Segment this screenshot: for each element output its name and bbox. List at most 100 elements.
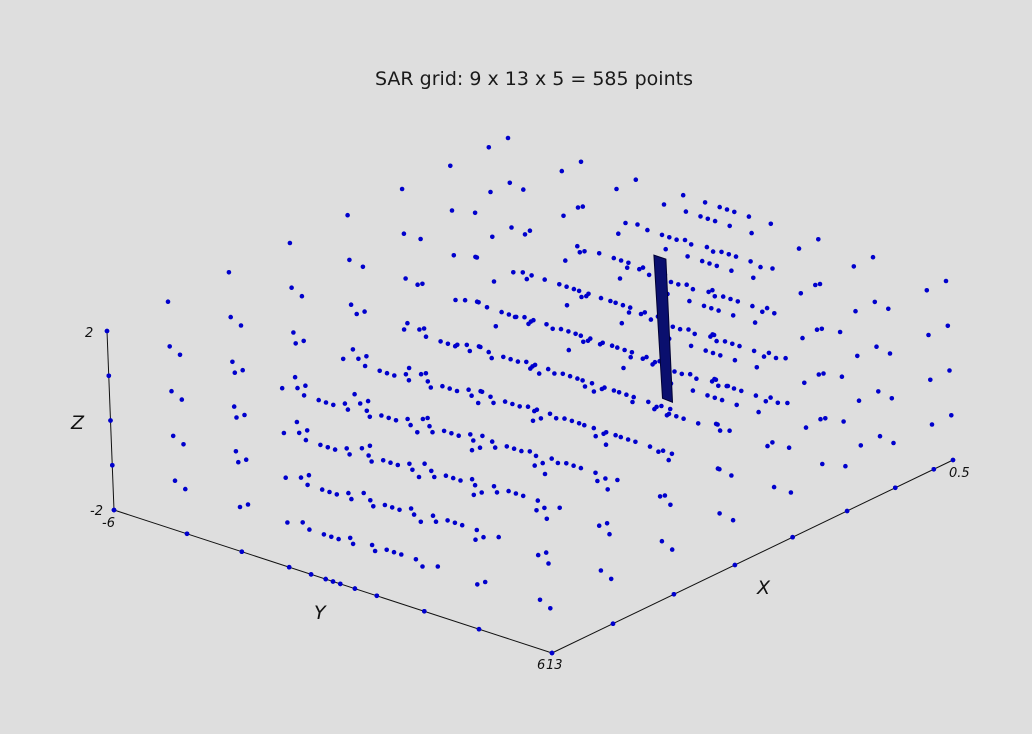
data-point (699, 258, 705, 264)
data-point (710, 350, 716, 356)
data-point (384, 370, 390, 376)
data-point (837, 329, 843, 335)
data-point (820, 461, 825, 467)
data-point (843, 463, 848, 469)
y-axis-marker (338, 581, 343, 587)
data-point (407, 461, 412, 467)
data-point (501, 354, 506, 360)
data-point (459, 522, 465, 528)
data-point (855, 353, 860, 359)
data-point (856, 398, 862, 404)
data-point (717, 428, 723, 433)
data-point (289, 285, 294, 291)
data-point (571, 463, 576, 469)
data-point (305, 482, 310, 488)
data-point (659, 538, 665, 544)
data-point (646, 399, 651, 405)
data-point (602, 385, 607, 390)
data-point (522, 314, 527, 320)
data-point (427, 423, 432, 429)
data-point (294, 419, 300, 425)
data-point (472, 210, 478, 216)
x-axis-marker (790, 534, 795, 540)
data-point (607, 531, 612, 537)
data-point (428, 385, 434, 390)
data-point (692, 331, 697, 337)
data-point (490, 234, 495, 240)
x-axis-marker (610, 621, 616, 626)
data-point (730, 517, 736, 523)
data-point (418, 236, 423, 242)
data-point (423, 371, 429, 376)
z-axis-marker (106, 373, 112, 379)
data-point (296, 430, 302, 436)
data-point (749, 230, 754, 236)
data-point (329, 534, 334, 540)
data-point (454, 388, 460, 394)
z-tick-max: 2 (85, 326, 93, 341)
y-axis-label: Y (314, 602, 327, 624)
data-point (369, 459, 374, 464)
data-point (386, 415, 392, 421)
data-point (628, 354, 633, 360)
y-axis-marker (352, 586, 358, 591)
data-point (536, 371, 542, 376)
y-axis-marker (239, 549, 245, 554)
data-point (508, 356, 513, 362)
data-point (491, 484, 497, 489)
data-point (924, 288, 930, 293)
data-point (773, 355, 779, 361)
data-point (535, 498, 541, 503)
data-point (542, 505, 547, 511)
data-point (512, 314, 518, 320)
data-point (608, 576, 614, 582)
data-point (580, 378, 585, 383)
data-point (704, 244, 710, 250)
data-point (644, 354, 649, 360)
data-point (361, 490, 367, 496)
data-point (578, 465, 584, 471)
data-point (786, 445, 792, 451)
data-point (603, 442, 609, 448)
data-point (557, 282, 562, 287)
data-point (489, 355, 495, 361)
data-point (418, 371, 424, 377)
data-point (680, 192, 686, 198)
data-point (299, 293, 305, 299)
data-point (469, 393, 474, 399)
data-point (645, 227, 650, 233)
data-point (591, 425, 597, 431)
data-point (853, 308, 858, 314)
data-point (365, 398, 371, 404)
data-point (816, 372, 822, 377)
data-point (711, 332, 717, 338)
data-point (303, 383, 308, 389)
data-point (357, 401, 363, 406)
data-point (520, 493, 526, 499)
data-point (753, 393, 759, 398)
data-point (336, 536, 341, 542)
data-point (547, 411, 553, 417)
data-point (301, 338, 307, 344)
data-point (803, 425, 809, 430)
data-point (765, 443, 770, 449)
data-point (615, 477, 620, 483)
data-point (488, 189, 493, 195)
data-point (716, 383, 721, 389)
data-point (626, 260, 631, 266)
data-point (233, 449, 239, 454)
data-point (662, 493, 668, 498)
data-point (575, 205, 581, 210)
data-point (669, 547, 675, 552)
data-point (340, 356, 346, 362)
data-point (542, 471, 548, 477)
data-point (369, 542, 375, 548)
data-point (458, 478, 463, 483)
x-axis-marker (844, 508, 850, 514)
data-point (626, 310, 632, 315)
data-point (231, 404, 237, 409)
data-point (683, 209, 689, 214)
data-point (555, 460, 561, 466)
data-point (534, 407, 540, 413)
